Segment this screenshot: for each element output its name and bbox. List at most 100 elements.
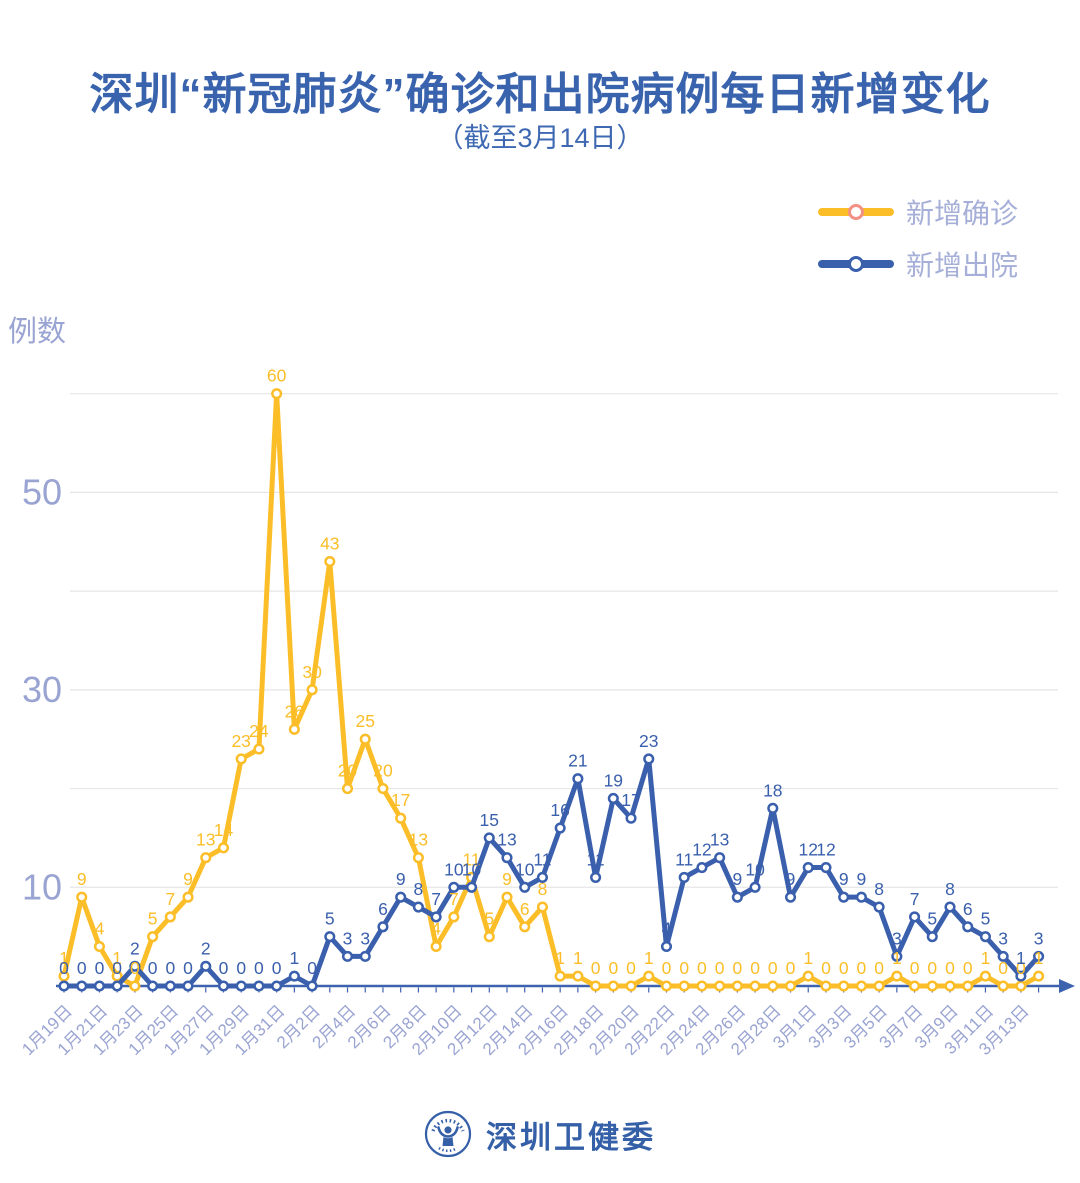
legend-item-discharged: 新增出院 xyxy=(817,244,1018,284)
data-point-label: 7 xyxy=(449,889,459,909)
data-point xyxy=(660,940,673,953)
data-point xyxy=(483,832,495,844)
data-point-label: 0 xyxy=(307,958,317,978)
data-point-label: 1 xyxy=(573,948,583,968)
data-point-label: 6 xyxy=(520,899,530,919)
data-point-label: 5 xyxy=(981,909,991,929)
data-point xyxy=(678,871,690,883)
data-point xyxy=(767,802,779,814)
data-point xyxy=(802,970,814,982)
data-point-label: 0 xyxy=(130,958,140,978)
data-point xyxy=(147,980,159,992)
data-point xyxy=(891,970,903,982)
data-point-label: 60 xyxy=(267,366,287,386)
data-point xyxy=(590,980,602,992)
data-point xyxy=(926,980,938,992)
data-point xyxy=(359,950,371,962)
data-point-label: 16 xyxy=(550,800,569,820)
data-point-label: 23 xyxy=(639,731,658,751)
data-point-label: 15 xyxy=(480,810,499,830)
data-point xyxy=(306,684,318,696)
data-point xyxy=(607,792,619,804)
data-point xyxy=(271,388,283,400)
data-point xyxy=(997,980,1009,992)
data-point-label: 10 xyxy=(515,859,535,879)
legend-label-confirmed: 新增确诊 xyxy=(905,198,1018,229)
data-point xyxy=(519,881,531,893)
discharged-legend-marker-icon xyxy=(847,256,864,272)
data-point-label: 7 xyxy=(910,889,920,909)
data-point xyxy=(448,911,460,923)
data-point-label: 1 xyxy=(112,948,122,968)
data-point-label: 0 xyxy=(59,958,69,978)
data-point xyxy=(164,911,176,923)
data-point-label: 0 xyxy=(945,958,955,978)
data-point xyxy=(873,980,885,992)
data-point xyxy=(536,871,548,883)
confirmed-line-swatch xyxy=(817,199,894,225)
data-point xyxy=(519,921,531,933)
data-point xyxy=(590,871,602,883)
data-point-label: 0 xyxy=(219,958,229,978)
data-point-label: 0 xyxy=(786,958,796,978)
data-point xyxy=(200,852,212,864)
data-point-label: 9 xyxy=(77,869,87,889)
data-point-label: 3 xyxy=(343,928,353,948)
data-point-label: 8 xyxy=(414,879,424,899)
confirmed-legend-marker-icon xyxy=(847,204,864,220)
data-point xyxy=(802,861,814,874)
data-point xyxy=(58,980,70,992)
data-point xyxy=(909,911,921,923)
data-point xyxy=(359,733,371,745)
data-point xyxy=(182,980,194,992)
data-point-label: 0 xyxy=(768,958,778,978)
data-point-label: 11 xyxy=(533,849,551,869)
data-point-label: 3 xyxy=(892,928,902,948)
data-point xyxy=(926,931,938,943)
data-point xyxy=(182,891,194,903)
data-point xyxy=(572,773,584,785)
data-point xyxy=(731,891,743,903)
data-point-label: 1 xyxy=(59,948,69,968)
data-point-label: 8 xyxy=(538,879,548,899)
data-point-label: 0 xyxy=(608,958,618,978)
y-axis-title: 例数 xyxy=(8,316,67,348)
data-point xyxy=(979,931,991,943)
data-point xyxy=(1015,980,1027,992)
data-point xyxy=(147,931,159,943)
data-point-label: 1 xyxy=(803,948,813,968)
data-point-label: 1 xyxy=(981,948,991,968)
data-point-label: 9 xyxy=(839,869,849,889)
data-point xyxy=(625,980,637,992)
data-point xyxy=(306,980,318,992)
data-point xyxy=(129,960,141,972)
data-point-label: 9 xyxy=(857,869,867,889)
data-point xyxy=(466,881,478,893)
data-point xyxy=(643,970,655,982)
data-point-label: 0 xyxy=(148,958,158,978)
data-point-label: 0 xyxy=(821,958,831,978)
y-tick-label: 30 xyxy=(22,669,62,710)
data-point xyxy=(341,950,354,962)
data-point-label: 5 xyxy=(927,909,937,929)
data-point xyxy=(536,901,548,913)
data-point-label: 12 xyxy=(692,840,711,860)
data-point-label: 5 xyxy=(484,909,494,929)
data-point-label: 0 xyxy=(910,958,920,978)
data-point-label: 9 xyxy=(786,869,796,889)
data-point xyxy=(93,940,105,953)
data-point-label: 9 xyxy=(732,869,742,889)
data-point xyxy=(820,980,832,992)
data-point-label: 17 xyxy=(391,790,410,810)
data-point xyxy=(76,980,88,992)
data-point-label: 0 xyxy=(857,958,867,978)
data-point-label: 0 xyxy=(750,958,760,978)
legend-item-confirmed: 新增确诊 xyxy=(817,192,1018,232)
data-point xyxy=(501,852,513,864)
data-point xyxy=(962,980,974,992)
data-point-label: 11 xyxy=(675,849,693,869)
data-point-label: 20 xyxy=(338,761,358,781)
data-point xyxy=(1033,970,1045,982)
data-point-label: 7 xyxy=(165,889,175,909)
